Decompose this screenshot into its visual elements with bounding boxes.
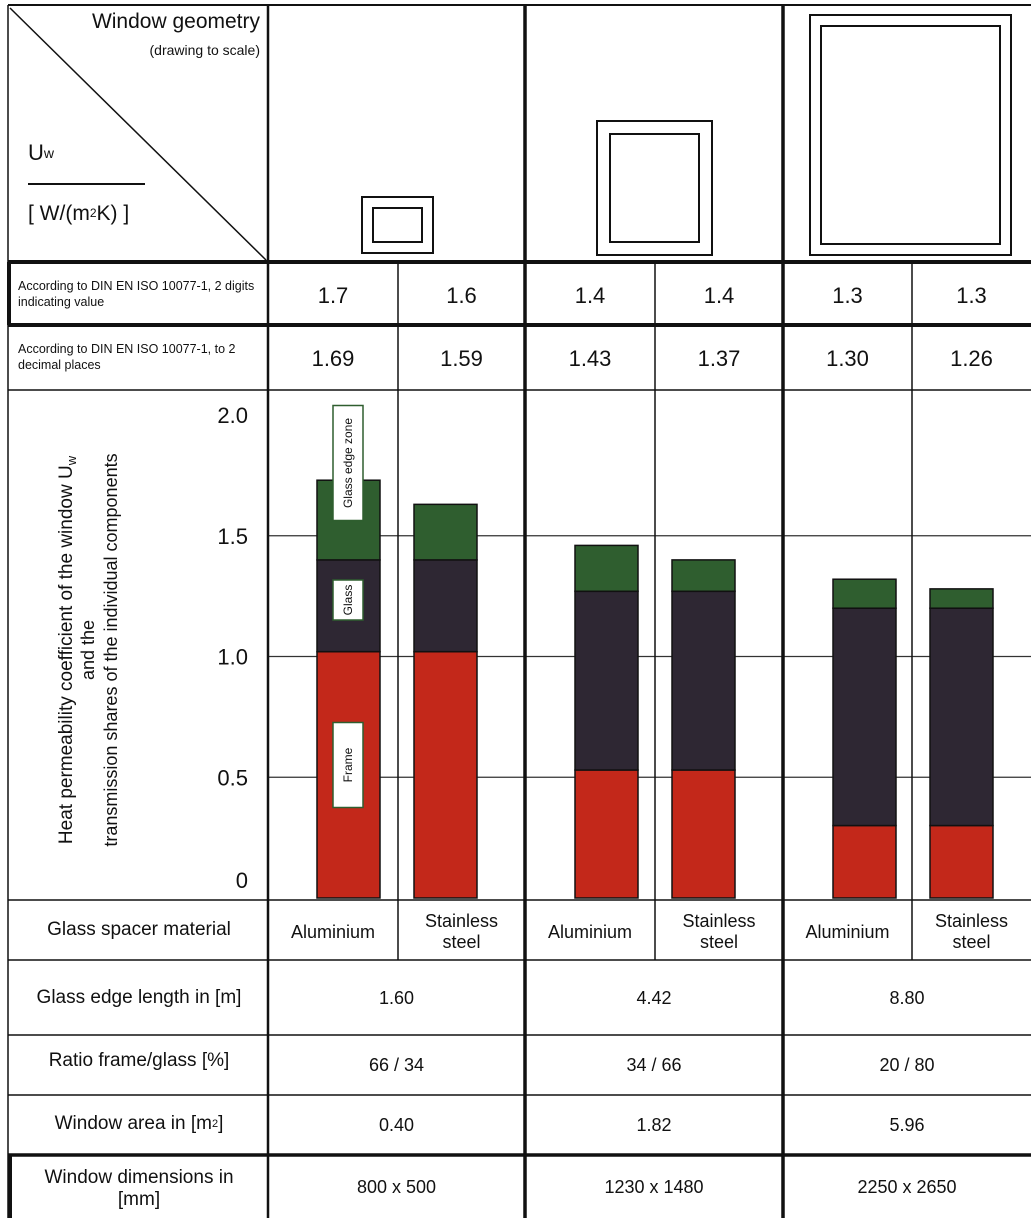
din-2decimals-value-1: 1.69: [311, 346, 355, 372]
spacer-value-2: Stainless steel: [424, 911, 499, 952]
area-label-sup: 2: [211, 1117, 219, 1130]
window-geometry-drawings: [361, 14, 1012, 256]
din-2digits-value-5: 1.3: [832, 283, 863, 309]
spacer-value-3: Aluminium: [547, 921, 633, 942]
window-large-inner: [820, 25, 1001, 245]
uw-unit-sup: 2: [89, 206, 97, 221]
header-title: Window geometry: [91, 10, 260, 33]
dimensions-label: Window dimensions in [mm]: [44, 1167, 234, 1210]
spacer-value-4: Stainless steel: [682, 911, 756, 952]
uw-symbol-main: U: [28, 140, 44, 165]
segment-tag-box-frame: [332, 721, 364, 809]
bar-2-glass-edge-zone: [413, 503, 478, 561]
uw-unit-post: K) ]: [96, 202, 130, 225]
window-small-inner: [372, 207, 423, 243]
ratio-label: Ratio frame/glass [%]: [48, 1050, 230, 1072]
dimensions-value-2: 1230 x 1480: [604, 1176, 704, 1197]
area-label-post: ]: [218, 1113, 224, 1135]
area-label-pre: Window area in [m: [54, 1113, 212, 1135]
ytick-1.5: 1.5: [217, 524, 248, 549]
segment-tag-box-glass-edge-zone: [332, 404, 364, 522]
bar-6-glass: [929, 607, 994, 827]
window-medium-outer: [596, 120, 713, 256]
ratio-value-3: 20 / 80: [879, 1054, 935, 1075]
segment-tag-box-glass: [332, 579, 364, 621]
area-value-2: 1.82: [636, 1114, 672, 1135]
bar-4-frame: [671, 769, 736, 899]
bar-3-glass: [574, 590, 639, 771]
segment-tag-glass-edge-zone: Glass edge zone: [341, 418, 355, 508]
bar-6-frame: [929, 824, 994, 899]
bar-5-frame: [832, 824, 897, 899]
chart-y-axis-label: Heat permeability coefficient of the win…: [56, 453, 121, 846]
ytick-1.0: 1.0: [217, 645, 248, 670]
bar-5-glass: [832, 607, 897, 827]
din-2digits-value-6: 1.3: [956, 283, 987, 309]
bar-3-glass-edge-zone: [574, 544, 639, 593]
header-diagonal: [9, 7, 267, 261]
segment-tag-frame: Frame: [341, 747, 355, 782]
bar-6-glass-edge-zone: [929, 588, 994, 609]
window-medium-inner: [609, 133, 700, 243]
area-value-3: 5.96: [889, 1114, 925, 1135]
uw-fraction-line: [28, 183, 145, 185]
spacer-value-1: Aluminium: [290, 921, 376, 942]
ytick-0: 0: [236, 868, 248, 893]
header-subtitle: (drawing to scale): [149, 42, 261, 58]
chart-gridlines: [268, 535, 1031, 778]
segment-tag-glass: Glass: [341, 585, 355, 616]
din-2digits-value-4: 1.4: [703, 283, 735, 309]
din-2digits-value-2: 1.6: [446, 283, 477, 309]
chart-y-ticks: 2.0 1.5 1.0 0.5 0: [217, 403, 248, 893]
din-2decimals-value-6: 1.26: [950, 346, 993, 372]
spacer-label: Glass spacer material: [47, 919, 231, 941]
area-value-1: 0.40: [378, 1114, 415, 1135]
dimensions-value-1: 800 x 500: [356, 1176, 437, 1197]
bar-4-glass-edge-zone: [671, 559, 736, 593]
din-2decimals-value-4: 1.37: [697, 346, 741, 372]
bar-3-frame: [574, 769, 639, 899]
uw-unit-pre: [ W/(m: [28, 202, 90, 225]
ytick-2.0: 2.0: [217, 403, 248, 428]
edge-length-label: Glass edge length in [m]: [36, 987, 242, 1009]
din-2digits-value-1: 1.7: [317, 283, 349, 309]
bar-5-glass-edge-zone: [832, 578, 897, 609]
ylabel-line-2: and the: [78, 620, 98, 680]
bar-4-glass: [671, 590, 736, 771]
din-2decimals-value-5: 1.30: [826, 346, 869, 372]
dimensions-value-3: 2250 x 2650: [857, 1176, 957, 1197]
area-label: Window area in [m 2]: [8, 1095, 270, 1153]
spacer-value-6: Stainless steel: [934, 911, 1009, 952]
window-large-outer: [809, 14, 1012, 256]
din-2decimals-value-3: 1.43: [568, 346, 612, 372]
ratio-value-1: 66 / 34: [368, 1054, 425, 1075]
bar-2-frame: [413, 650, 478, 899]
ylabel-line-3: transmission shares of the individual co…: [101, 453, 121, 846]
edge-length-value-3: 8.80: [889, 987, 925, 1008]
uw-symbol-sub: w: [43, 144, 55, 161]
bar-2-glass: [413, 559, 478, 653]
edge-length-value-1: 1.60: [378, 987, 415, 1008]
din-2digits-label: According to DIN EN ISO 10077-1, 2 digit…: [18, 279, 255, 309]
spacer-value-5: Aluminium: [805, 921, 890, 942]
ytick-0.5: 0.5: [217, 765, 248, 790]
chart-segment-tags: Glass edge zone Glass Frame: [332, 404, 364, 809]
ylabel-line-1: Heat permeability coefficient of the win…: [56, 455, 79, 844]
edge-length-value-2: 4.42: [636, 987, 672, 1008]
din-2decimals-label: According to DIN EN ISO 10077-1, to 2 de…: [18, 342, 236, 372]
din-2digits-value-3: 1.4: [574, 283, 606, 309]
din-2decimals-value-2: 1.59: [440, 346, 483, 372]
window-small-outer: [361, 196, 434, 254]
table-lines: [7, 4, 1031, 1218]
uw-unit: [ W/(m 2 K) ]: [28, 202, 188, 226]
ratio-value-2: 34 / 66: [626, 1054, 682, 1075]
chart-bars: [316, 479, 994, 899]
